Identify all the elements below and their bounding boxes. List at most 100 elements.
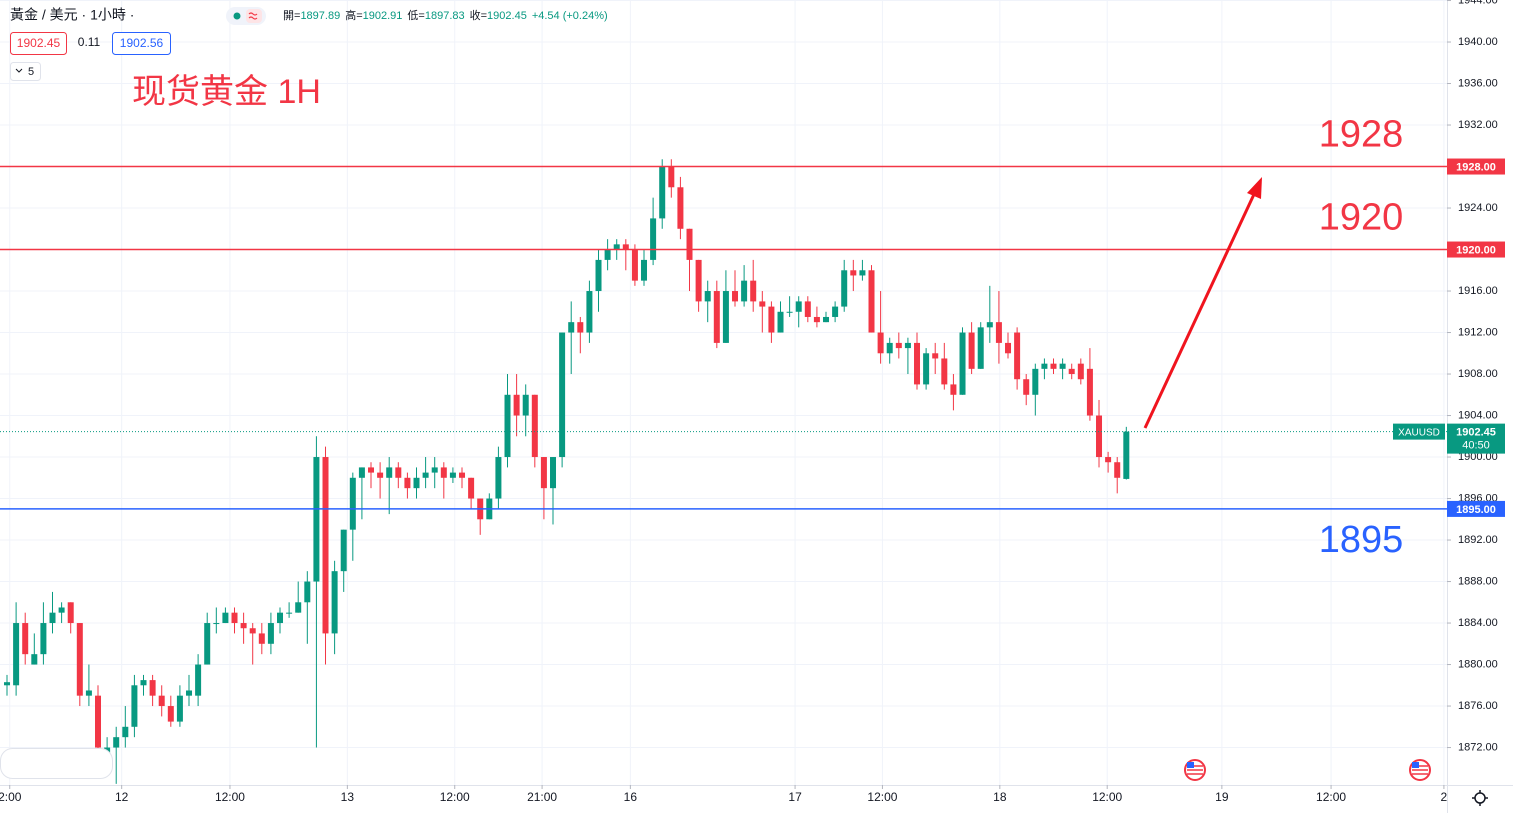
candle-body <box>31 654 38 665</box>
candle-body <box>277 612 284 624</box>
candle-body <box>631 249 638 281</box>
sell-price: 1902.45 <box>17 36 61 50</box>
x-tick-label: 12:00 <box>867 790 897 804</box>
gear-teeth <box>1472 790 1488 806</box>
candle-body <box>67 602 74 624</box>
candle-body <box>313 457 320 582</box>
y-tick-label: 1884.00 <box>1458 617 1498 629</box>
candle-body <box>941 358 948 385</box>
x-tick-label: 2 <box>1441 790 1448 804</box>
candle-body <box>686 228 693 260</box>
candle-body <box>850 270 857 276</box>
x-tick-label: 17 <box>788 790 802 804</box>
candle-body <box>258 633 265 644</box>
candle-body <box>650 218 657 260</box>
candle-body <box>1086 368 1093 416</box>
y-tick-label: 1940.00 <box>1458 36 1498 48</box>
candle-body <box>559 332 566 458</box>
y-tick-label: 1916.00 <box>1458 285 1498 297</box>
candle-body <box>795 301 802 312</box>
candle-body <box>713 291 720 343</box>
event-flag[interactable] <box>1184 759 1206 781</box>
candle-body <box>950 384 957 395</box>
navigation-panel[interactable] <box>0 748 113 779</box>
candle-body <box>1050 363 1057 369</box>
candle-body <box>1041 363 1048 369</box>
level-label-box <box>1447 241 1505 258</box>
candle-body <box>304 581 311 603</box>
sell-button[interactable] <box>10 32 67 55</box>
y-tick-label: 1936.00 <box>1458 77 1498 89</box>
y-tick-label: 1908.00 <box>1458 368 1498 380</box>
candle-body <box>868 270 875 333</box>
candle-body <box>1114 462 1121 478</box>
candle-body <box>695 259 702 302</box>
candle-body <box>459 472 466 478</box>
candle-body <box>76 623 83 696</box>
delay-glyph <box>248 12 258 20</box>
candle-body <box>986 322 993 328</box>
candle-body <box>204 623 211 665</box>
y-tick-label: 1924.00 <box>1458 202 1498 214</box>
candle-body <box>176 695 183 722</box>
candle-body <box>550 457 557 489</box>
candle-body <box>595 259 602 292</box>
level-label-box <box>1447 500 1505 517</box>
x-tick-label: 21:00 <box>527 790 557 804</box>
buy-button[interactable] <box>112 32 171 55</box>
candle-body <box>977 327 984 369</box>
market-open-dot <box>233 12 241 20</box>
y-tick-label: 1872.00 <box>1458 741 1498 753</box>
indicator-toggle[interactable] <box>10 62 41 81</box>
candle-body <box>267 623 274 644</box>
flag-canton <box>1187 762 1194 768</box>
candle-body <box>914 342 921 385</box>
chart-title: 现货黄金 1H <box>132 73 321 111</box>
candle-body <box>468 477 475 499</box>
candle-body <box>659 166 666 219</box>
level-annotation: 1895 <box>1319 519 1404 561</box>
forecast-arrow <box>1143 189 1258 429</box>
candle-body <box>422 472 429 478</box>
candle-body <box>140 680 147 686</box>
candle-body <box>732 291 739 302</box>
candle-body <box>22 623 29 655</box>
flag-canton <box>1412 762 1419 768</box>
event-flag[interactable] <box>1409 759 1431 781</box>
candle-body <box>331 571 338 634</box>
candle-body <box>495 457 502 499</box>
symbol-label-box <box>1393 423 1445 440</box>
level-annotation: 1928 <box>1319 114 1404 156</box>
candle-body <box>122 726 129 738</box>
candle-body <box>195 664 202 696</box>
candle-body <box>249 628 256 634</box>
x-tick-label: 2:00 <box>0 790 22 804</box>
candle-body <box>813 316 820 323</box>
ohlc-legend: 開=1897.89 高=1902.91 低=1897.83 收=1902.45 +4.5… <box>283 8 608 22</box>
candle-body <box>1005 342 1012 354</box>
candle-body <box>386 467 393 478</box>
candle-body <box>322 457 329 634</box>
candle-body <box>295 602 302 613</box>
y-tick-label: 1876.00 <box>1458 700 1498 712</box>
candle-body <box>1059 363 1066 369</box>
candle-body <box>768 306 775 333</box>
candle-body <box>440 467 447 478</box>
candle-body <box>113 737 120 748</box>
x-tick-label: 16 <box>624 790 638 804</box>
candle-body <box>504 394 511 458</box>
candle-body <box>677 187 684 229</box>
settings-button[interactable] <box>1472 790 1488 806</box>
candle-body <box>540 457 547 489</box>
candle-body <box>131 685 138 727</box>
candle-body <box>1123 431 1130 479</box>
delay-icon <box>246 9 262 23</box>
candle-body <box>586 291 593 333</box>
candle-body <box>531 394 538 458</box>
legend-label: 高= <box>345 8 362 22</box>
candle-body <box>213 623 220 625</box>
symbol-title[interactable]: 黃金 / 美元 · 1小時 · <box>10 7 134 23</box>
candle-body <box>577 322 584 333</box>
